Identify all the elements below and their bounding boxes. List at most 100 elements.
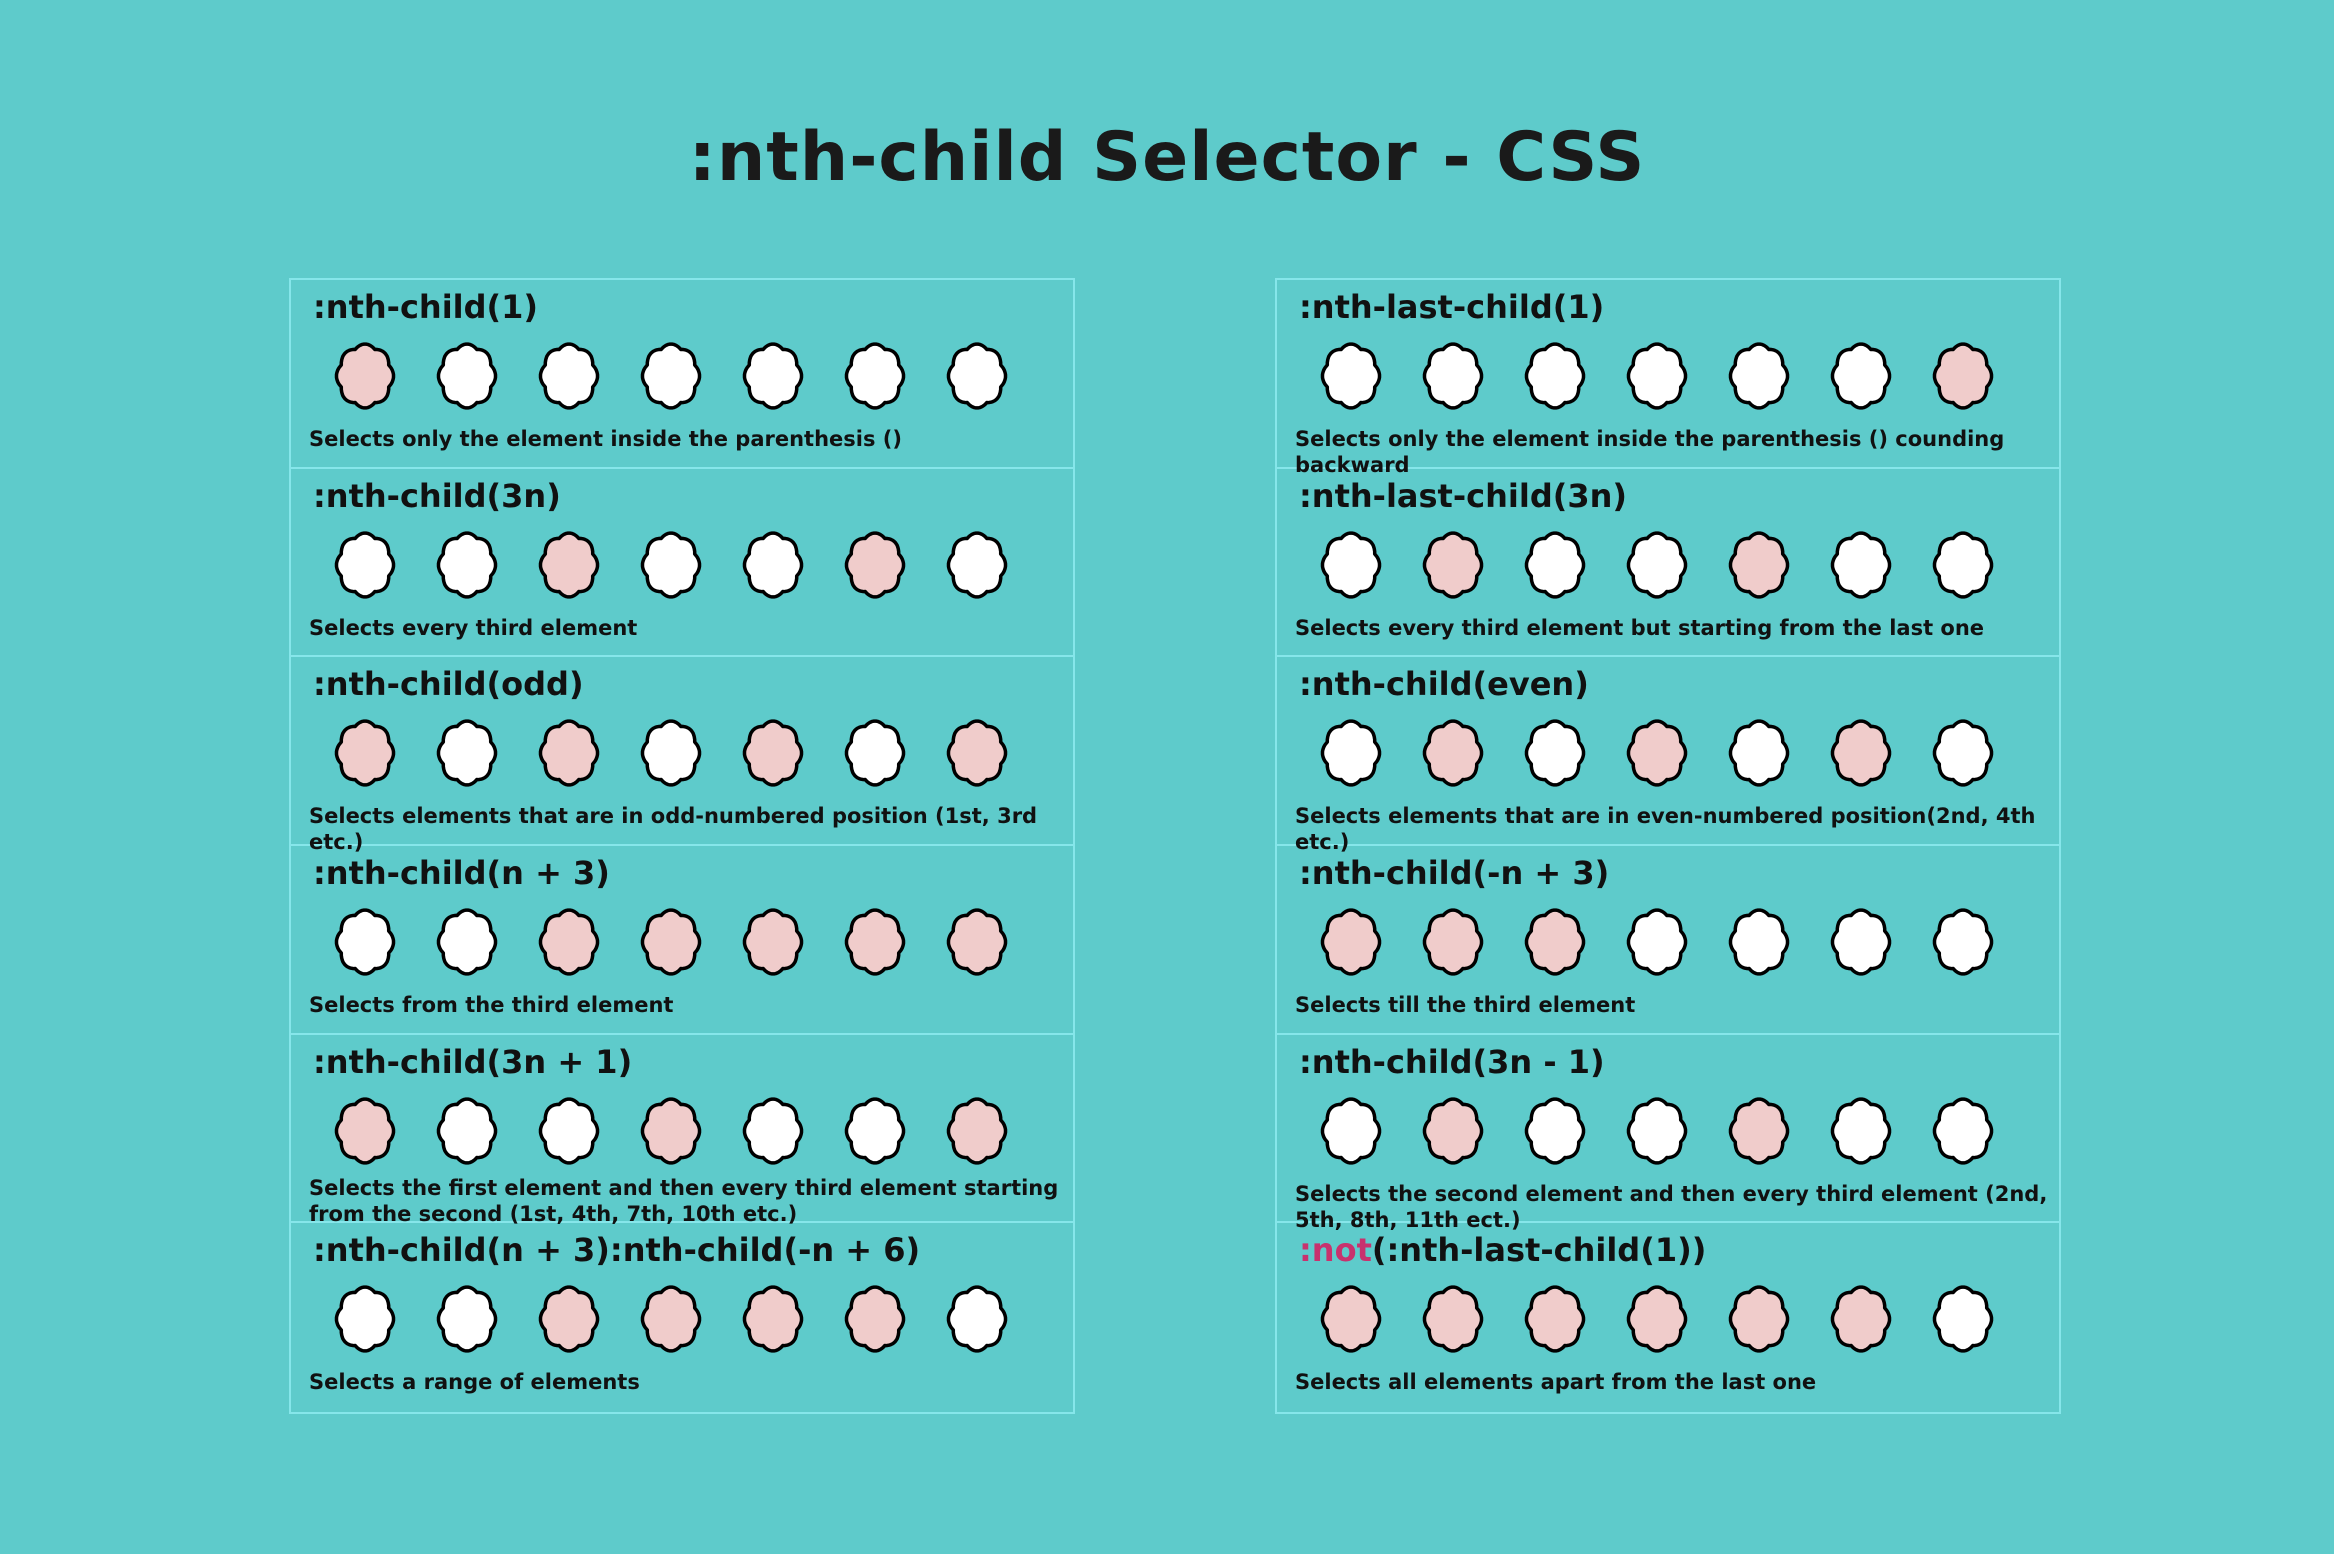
cloud-row xyxy=(327,904,1015,982)
selector-example: :nth-child(n + 3):nth-child(-n + 6) Selec… xyxy=(291,1223,1073,1412)
cloud-row xyxy=(1313,1093,2001,1171)
cloud-selected-icon xyxy=(742,1285,804,1354)
cloud-icon xyxy=(436,342,498,410)
cloud-row xyxy=(327,715,1015,793)
cloud-row xyxy=(1313,527,2001,605)
selector-example: :nth-child(even) Selects elements that ar… xyxy=(1277,657,2059,854)
cloud-icon xyxy=(1626,908,1688,976)
selector-description: Selects elements that are in even-number… xyxy=(1295,804,2036,855)
cloud-row xyxy=(327,1281,1015,1359)
selector-heading: :nth-child(1) xyxy=(313,288,538,326)
cloud-row xyxy=(1313,338,2001,416)
cloud-icon xyxy=(1830,908,1892,976)
selector-description: Selects elements that are in odd-numbere… xyxy=(309,804,1038,855)
cloud-icon xyxy=(334,531,396,599)
selector-example: :nth-last-child(3n) Selects every third e… xyxy=(1277,469,2059,658)
cloud-selected-icon xyxy=(1626,719,1688,788)
cloud-selected-icon xyxy=(1422,1097,1484,1165)
cloud-icon xyxy=(1932,1097,1994,1165)
selector-example: :not(:nth-last-child(1)) Selects all elem… xyxy=(1277,1223,2059,1412)
selector-heading: :not(:nth-last-child(1)) xyxy=(1299,1231,1706,1269)
cloud-selected-icon xyxy=(1728,531,1790,599)
selector-heading: :nth-child(3n - 1) xyxy=(1299,1043,1605,1081)
cloud-selected-icon xyxy=(640,1285,702,1354)
cloud-icon xyxy=(844,342,906,410)
cloud-icon xyxy=(1830,1097,1892,1165)
cloud-selected-icon xyxy=(1830,1285,1892,1354)
selector-text: :nth-child(n + 3):nth-child(-n + 6) xyxy=(313,1231,921,1270)
cloud-selected-icon xyxy=(1728,1285,1790,1354)
selector-heading: :nth-child(3n) xyxy=(313,477,561,515)
selector-example: :nth-child(1) Selects only the element in… xyxy=(291,280,1073,469)
selector-text: :nth-child(1) xyxy=(313,288,539,326)
cloud-icon xyxy=(1830,342,1892,410)
selector-description: Selects every third element xyxy=(309,615,638,640)
cloud-icon xyxy=(538,1097,600,1165)
selector-text: :nth-child(-n + 3) xyxy=(1299,854,1610,893)
selector-example: :nth-child(-n + 3) Selects till the third… xyxy=(1277,846,2059,1035)
cloud-row xyxy=(327,338,1015,416)
cloud-row xyxy=(327,1093,1015,1171)
cloud-icon xyxy=(946,342,1008,410)
cloud-selected-icon xyxy=(334,342,396,410)
cloud-selected-icon xyxy=(946,1097,1008,1165)
selector-example: :nth-child(odd) Selects elements that are… xyxy=(291,657,1073,854)
cloud-icon xyxy=(436,1285,498,1354)
cloud-icon xyxy=(742,1097,804,1165)
selector-heading: :nth-child(-n + 3) xyxy=(1299,854,1609,892)
selector-heading: :nth-child(n + 3) xyxy=(313,854,610,892)
cloud-icon xyxy=(436,908,498,976)
selector-heading: :nth-child(even) xyxy=(1299,665,1589,703)
selector-text: :nth-child(3n) xyxy=(313,476,561,515)
not-keyword: :not xyxy=(1299,1231,1372,1270)
cloud-icon xyxy=(1524,719,1586,788)
cloud-selected-icon xyxy=(844,908,906,976)
cloud-icon xyxy=(1626,342,1688,410)
cloud-icon xyxy=(1320,342,1382,410)
cloud-selected-icon xyxy=(1524,908,1586,976)
page-title: :nth-child Selector - CSS xyxy=(688,118,1646,197)
cloud-selected-icon xyxy=(844,531,906,599)
cloud-icon xyxy=(1932,908,1994,976)
selector-description: Selects every third element but starting… xyxy=(1295,615,1985,640)
cloud-selected-icon xyxy=(640,908,702,976)
cloud-icon xyxy=(640,719,702,788)
cloud-selected-icon xyxy=(334,1097,396,1165)
selector-example: :nth-child(n + 3) Selects from the third … xyxy=(291,846,1073,1035)
cloud-selected-icon xyxy=(538,719,600,788)
selector-heading: :nth-last-child(3n) xyxy=(1299,477,1627,515)
cloud-icon xyxy=(640,531,702,599)
selector-description: Selects only the element inside the pare… xyxy=(309,427,902,451)
cloud-icon xyxy=(742,531,804,599)
selector-description: Selects all elements apart from the last… xyxy=(1295,1370,1817,1395)
selector-text: :nth-child(even) xyxy=(1299,665,1589,704)
cloud-selected-icon xyxy=(1422,908,1484,976)
cloud-selected-icon xyxy=(1932,342,1994,410)
cloud-icon xyxy=(1320,1097,1382,1165)
cloud-icon xyxy=(1728,908,1790,976)
cloud-row xyxy=(1313,904,2001,982)
cloud-icon xyxy=(1932,531,1994,599)
cloud-icon xyxy=(1932,1285,1994,1354)
cloud-selected-icon xyxy=(1524,1285,1586,1354)
cloud-icon xyxy=(1524,531,1586,599)
cloud-icon xyxy=(1728,342,1790,410)
cloud-icon xyxy=(946,1285,1008,1354)
cloud-icon xyxy=(946,531,1008,599)
cloud-icon xyxy=(640,342,702,410)
selector-heading: :nth-child(3n + 1) xyxy=(313,1043,632,1081)
cloud-icon xyxy=(436,531,498,599)
cloud-icon xyxy=(844,1097,906,1165)
selector-example: :nth-last-child(1) Selects only the eleme… xyxy=(1277,280,2059,477)
cloud-selected-icon xyxy=(742,719,804,788)
cloud-icon xyxy=(1932,719,1994,788)
selector-description: Selects a range of elements xyxy=(309,1370,640,1395)
cloud-icon xyxy=(538,342,600,410)
cloud-icon xyxy=(844,719,906,788)
cloud-selected-icon xyxy=(1728,1097,1790,1165)
selector-text: :nth-last-child(3n) xyxy=(1299,476,1628,515)
selector-heading: :nth-child(odd) xyxy=(313,665,584,703)
cloud-icon xyxy=(742,342,804,410)
selector-text: :nth-child(odd) xyxy=(313,665,584,704)
cloud-icon xyxy=(334,1285,396,1354)
